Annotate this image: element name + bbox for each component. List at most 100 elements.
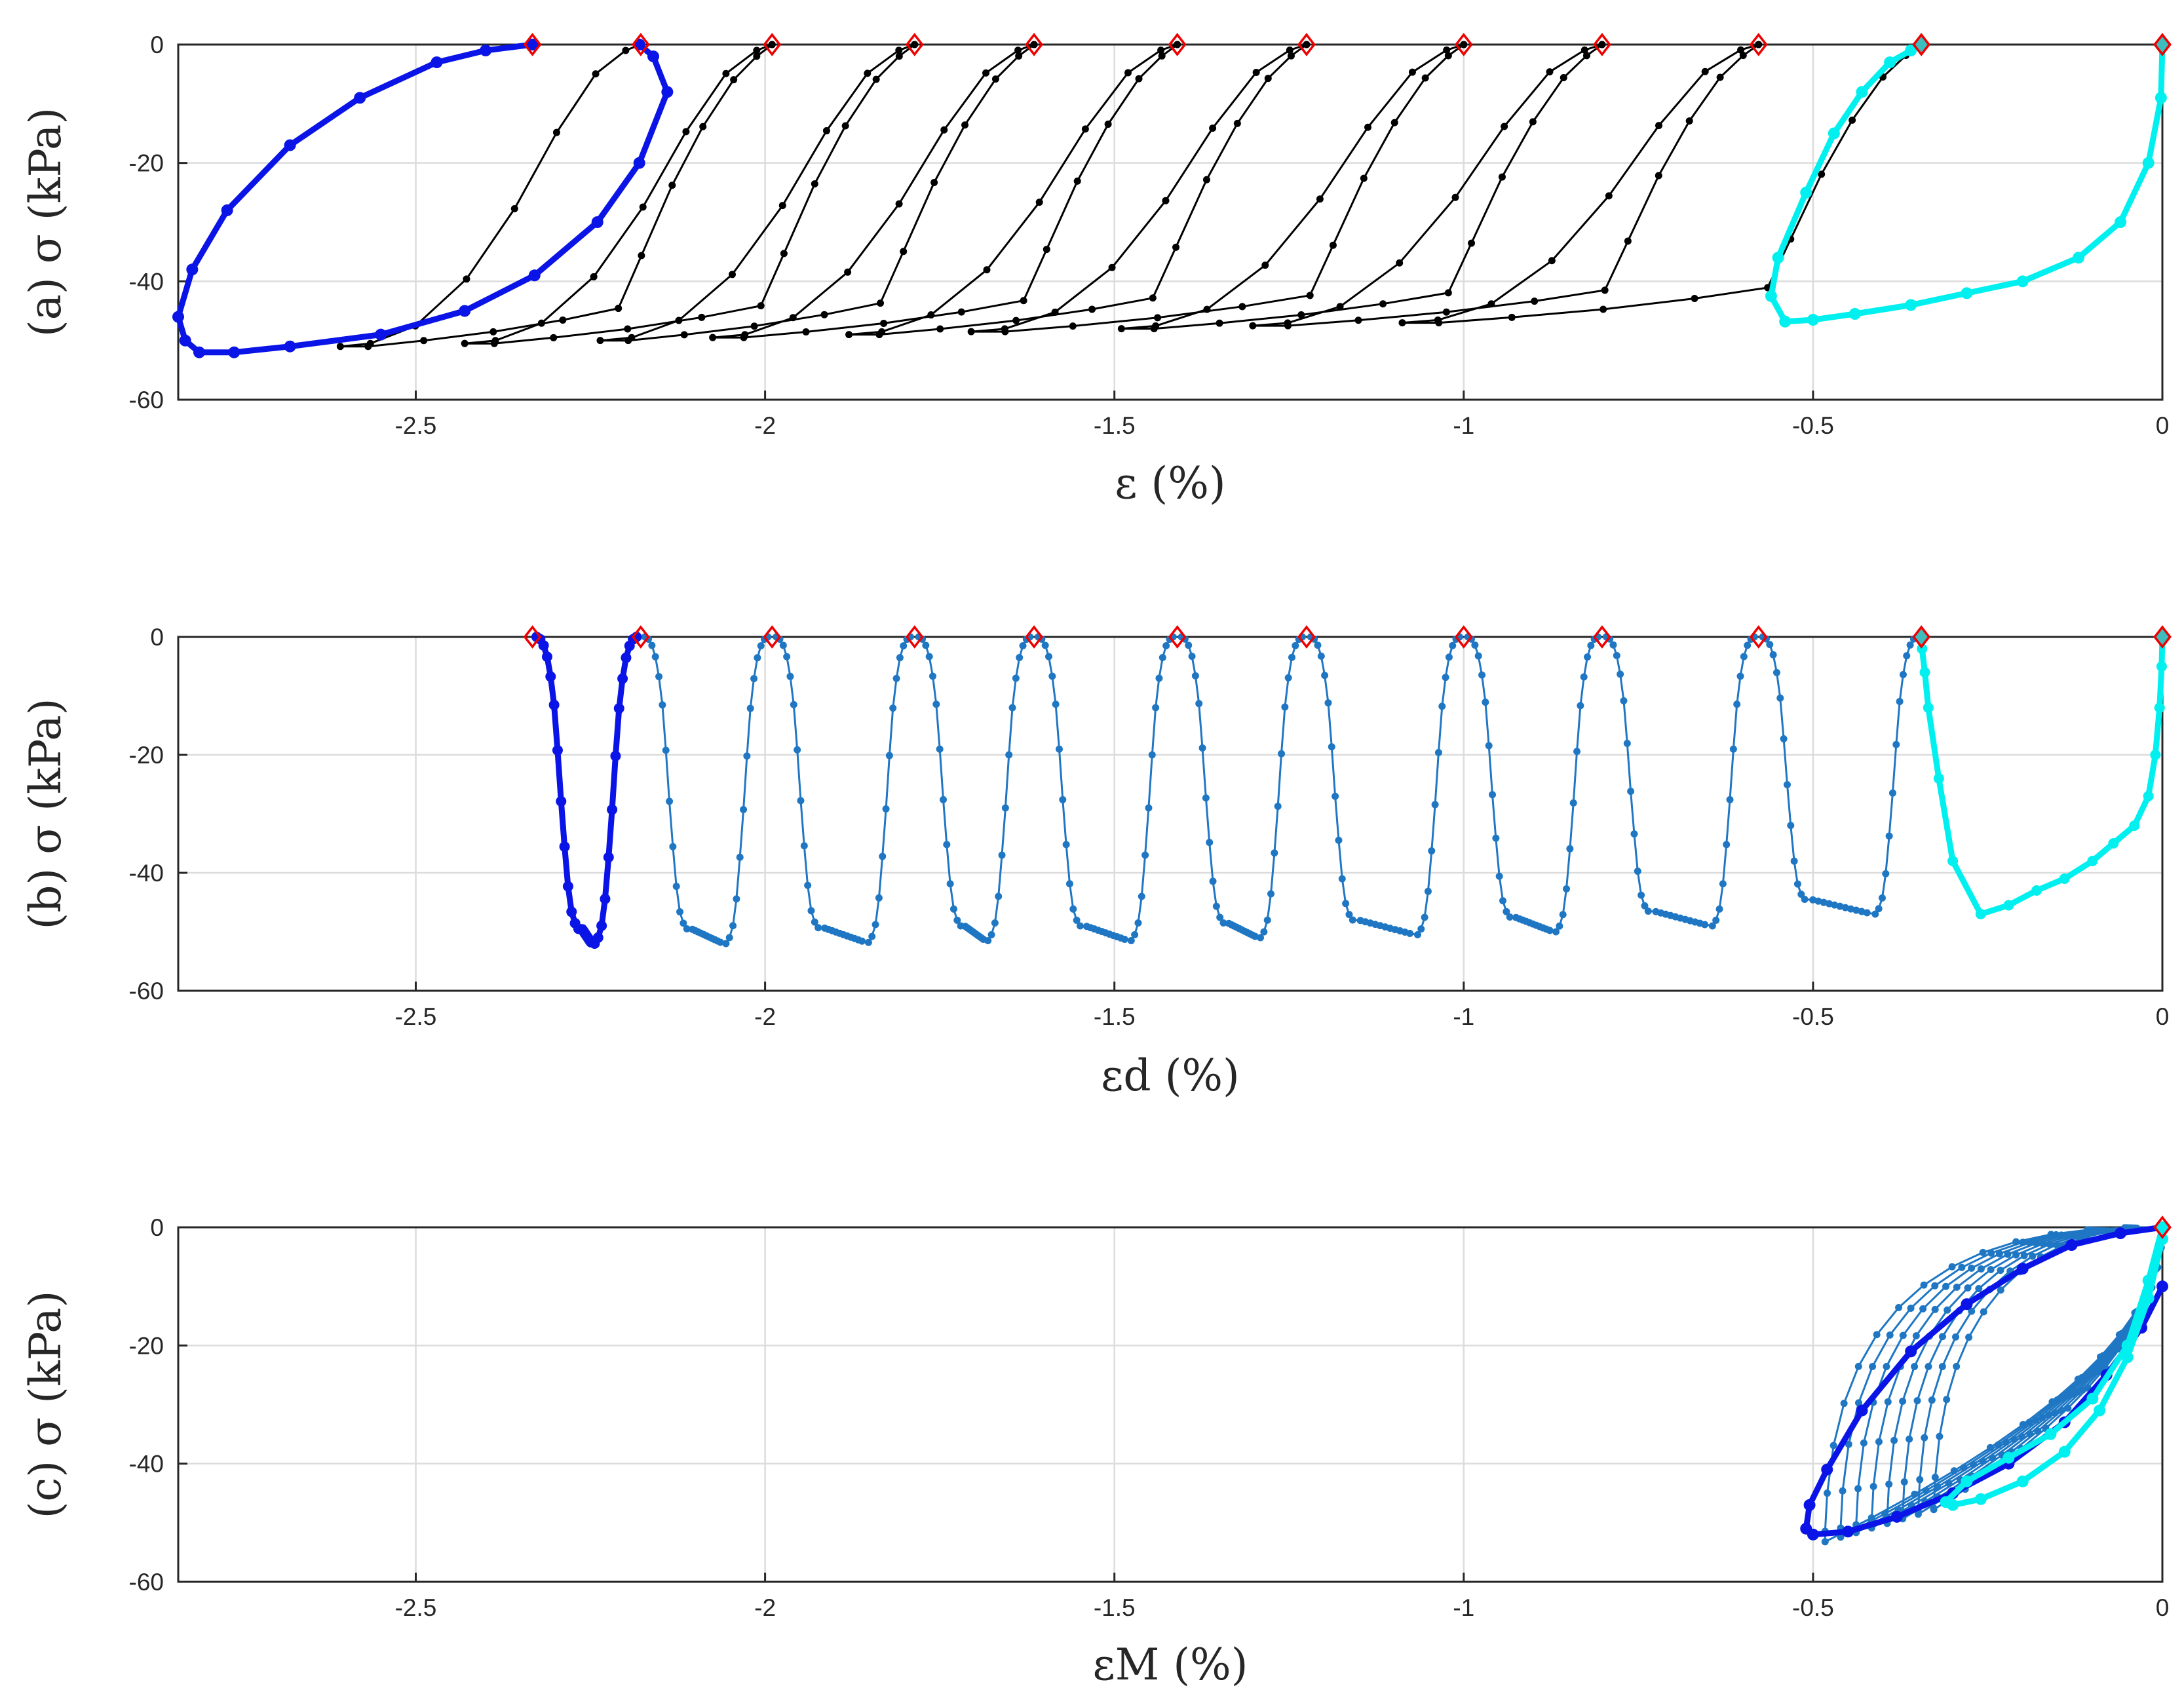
cycle-point: [1158, 52, 1166, 60]
cycle-point: [1885, 1480, 1893, 1488]
cycle-point: [1088, 305, 1096, 313]
cycle-point: [1117, 325, 1125, 333]
cycle-point: [1015, 52, 1023, 60]
first-cycle-point: [193, 346, 205, 358]
cycle-point: [875, 331, 883, 339]
first-cycle-point: [186, 263, 199, 276]
cycle-point: [841, 122, 849, 130]
cycle-point: [1847, 905, 1854, 913]
cycle-point: [1740, 653, 1748, 661]
last-cycle-point: [2115, 216, 2127, 228]
cycle-point: [1306, 292, 1314, 299]
cycle-point: [1928, 1396, 1936, 1404]
cycle-point: [939, 795, 947, 803]
cycle-point: [1873, 1331, 1881, 1339]
cycle-point: [1264, 75, 1272, 83]
cycle-point: [1634, 868, 1641, 875]
last-cycle-point: [1923, 702, 1934, 713]
last-cycle-point: [1974, 1493, 1987, 1505]
cycle-point: [1131, 931, 1139, 938]
last-cycle-point: [2142, 1274, 2155, 1287]
cycle-point: [1471, 641, 1479, 649]
cycle-point: [592, 70, 600, 78]
cycle-point: [1852, 906, 1860, 914]
cycle-point: [1417, 925, 1425, 933]
cycle-point: [1202, 176, 1210, 183]
last-cycle-point: [2143, 791, 2154, 801]
cycle-point: [753, 52, 761, 60]
y-tick-label: 0: [150, 31, 164, 58]
cycle-point: [1159, 654, 1166, 661]
first-cycle-point: [526, 39, 539, 50]
cycle-point: [1124, 69, 1132, 77]
cycle-point: [596, 337, 604, 345]
last-cycle-point: [2087, 856, 2098, 866]
cycle-point: [683, 925, 691, 932]
x-tick-label: -2: [754, 412, 776, 439]
cycle-point: [1582, 52, 1590, 60]
first-cycle-point: [179, 334, 191, 347]
cycle-point: [845, 331, 853, 339]
cycle-point: [1449, 642, 1457, 649]
plot-area-frame: [177, 636, 2164, 992]
last-cycle-point: [2108, 838, 2119, 849]
first-cycle-point: [556, 795, 567, 807]
cycle-point: [1162, 197, 1170, 204]
cycle-start-marker: [631, 33, 650, 56]
last-cycle-point: [1884, 56, 1896, 69]
cycle-point: [1238, 303, 1246, 311]
first-cycle-point: [1890, 1510, 1903, 1523]
cycle-point: [1354, 316, 1362, 324]
x-tick-label: -1.5: [1094, 1003, 1136, 1030]
cycle-point: [624, 337, 632, 345]
cycle-point: [1997, 1267, 2004, 1274]
cycle-point: [1744, 642, 1752, 649]
last-cycle-point: [1933, 773, 1944, 784]
cycle-point: [1360, 174, 1368, 182]
cycle-point: [1715, 905, 1723, 913]
cycle-point: [1613, 651, 1620, 659]
cycle-point: [1297, 311, 1305, 319]
cycle-point: [1044, 653, 1052, 661]
y-tick-label: -60: [129, 387, 164, 413]
cycle-point: [1830, 1442, 1837, 1449]
cycle-point: [1052, 700, 1060, 708]
last-cycle-point: [2016, 275, 2029, 288]
cycle-point: [1317, 652, 1325, 660]
first-cycle-point: [559, 841, 570, 852]
last-cycle-point: [2002, 1451, 2015, 1464]
x-tick-label: -1: [1453, 1594, 1474, 1621]
y-tick-label: -20: [129, 150, 164, 177]
last-cycle-point: [2003, 900, 2014, 911]
cycle-point: [1809, 896, 1817, 904]
cycle-point: [1198, 744, 1206, 752]
cycle-point: [1474, 652, 1482, 660]
y-tick-label: 0: [150, 1214, 164, 1241]
cycle-point: [946, 880, 954, 888]
cycle-point: [1073, 916, 1081, 924]
cycle-point: [807, 907, 815, 915]
cycle-point: [1708, 922, 1716, 930]
cycle-point: [864, 69, 872, 77]
first-cycle-point: [1842, 1525, 1854, 1538]
cycle-point: [1801, 896, 1809, 903]
cycle-point: [1260, 928, 1268, 936]
cycle-point: [1069, 905, 1077, 913]
cycle-point: [1560, 74, 1567, 82]
cycle-point: [1134, 919, 1142, 927]
cycle-point: [936, 325, 944, 333]
x-tick-label: -2.5: [395, 1594, 437, 1621]
last-cycle-point: [2150, 750, 2161, 760]
cycle-point: [680, 919, 687, 927]
cycle-point: [662, 746, 670, 754]
cycle-point: [1644, 908, 1652, 915]
cycle-point: [1900, 1478, 1908, 1486]
cycle-point: [1845, 1440, 1852, 1448]
cycle-point: [1783, 781, 1791, 789]
cycle-point: [1431, 801, 1439, 809]
cycle-point: [1048, 672, 1056, 680]
cycle-point: [1906, 641, 1914, 649]
cycle-point: [1883, 1363, 1890, 1371]
x-tick-label: -1.5: [1094, 1594, 1136, 1621]
cycle-point: [1869, 1362, 1877, 1370]
